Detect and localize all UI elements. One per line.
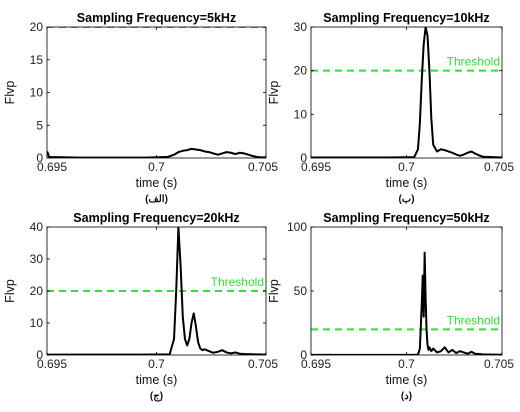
y-tick-label: 10 (294, 107, 308, 121)
y-tick-label: 100 (287, 220, 307, 234)
plot-title: Sampling Frequency=20kHz (73, 211, 239, 225)
y-axis-label: Flvp (3, 279, 17, 303)
y-tick-label: 0 (36, 348, 43, 362)
y-axis-label: Flvp (267, 81, 281, 105)
plot-title: Sampling Frequency=10kHz (323, 11, 489, 25)
threshold-label: Threshold (447, 55, 500, 69)
y-tick-label: 20 (30, 284, 44, 298)
series-line-1 (311, 27, 502, 158)
plot-title: Sampling Frequency=50kHz (323, 211, 489, 225)
plot-frame (310, 226, 503, 356)
threshold-label: Threshold (447, 313, 500, 327)
y-tick-label: 40 (30, 220, 44, 234)
series-line-1 (47, 227, 266, 355)
subplot-caption: (ج) (150, 391, 163, 402)
series-line-1 (311, 251, 502, 355)
y-axis-label: Flvp (3, 81, 17, 105)
x-axis-label: time (s) (136, 176, 178, 190)
x-tick-label: 0.695 (37, 160, 67, 174)
x-tick-label: 0.7 (148, 160, 165, 174)
x-tick-label: 0.705 (484, 160, 514, 174)
subplot-caption: (الف) (145, 194, 168, 205)
y-tick-label: 0 (300, 348, 307, 362)
x-axis-label: time (s) (386, 373, 428, 387)
x-tick-label: 0.705 (248, 160, 278, 174)
x-tick-label: 0.7 (398, 357, 415, 371)
y-tick-label: 30 (30, 252, 44, 266)
subplot-caption: (ب) (398, 194, 414, 205)
subplot-4: Sampling Frequency=50kHz Threshold 0.695 0.… (267, 211, 514, 402)
y-tick-label: 30 (294, 20, 308, 34)
y-tick-label: 0 (300, 151, 307, 165)
x-tick-label: 0.705 (484, 357, 514, 371)
y-tick-label: 10 (30, 86, 44, 100)
x-tick-label: 0.695 (301, 160, 331, 174)
x-tick-label: 0.695 (301, 357, 331, 371)
plot-frame (310, 26, 503, 159)
y-axis-label: Flvp (267, 279, 281, 303)
x-tick-label: 0.7 (148, 357, 165, 371)
y-tick-label: 10 (30, 316, 44, 330)
subplot-1: Sampling Frequency=5kHz 0.695 0.7 0.705 0 5 10… (3, 11, 278, 205)
y-tick-label: 15 (30, 53, 44, 67)
x-tick-label: 0.7 (398, 160, 415, 174)
subplot-3: Sampling Frequency=20kHz Threshold 0.695 0.… (3, 211, 278, 402)
x-axis-label: time (s) (386, 176, 428, 190)
subplot-2: Sampling Frequency=10kHz Threshold 0.695 0.… (267, 11, 514, 205)
y-tick-label: 20 (30, 20, 44, 34)
x-axis-label: time (s) (136, 373, 178, 387)
y-tick-label: 0 (36, 151, 43, 165)
x-tick-label: 0.695 (37, 357, 67, 371)
y-tick-label: 20 (294, 64, 308, 78)
x-tick-label: 0.705 (248, 357, 278, 371)
threshold-label: Threshold (211, 275, 264, 289)
y-tick-label: 5 (36, 118, 43, 132)
y-tick-label: 50 (294, 284, 308, 298)
subplot-caption: (د) (401, 391, 412, 402)
plot-frame (46, 26, 267, 159)
plot-title: Sampling Frequency=5kHz (77, 11, 236, 25)
